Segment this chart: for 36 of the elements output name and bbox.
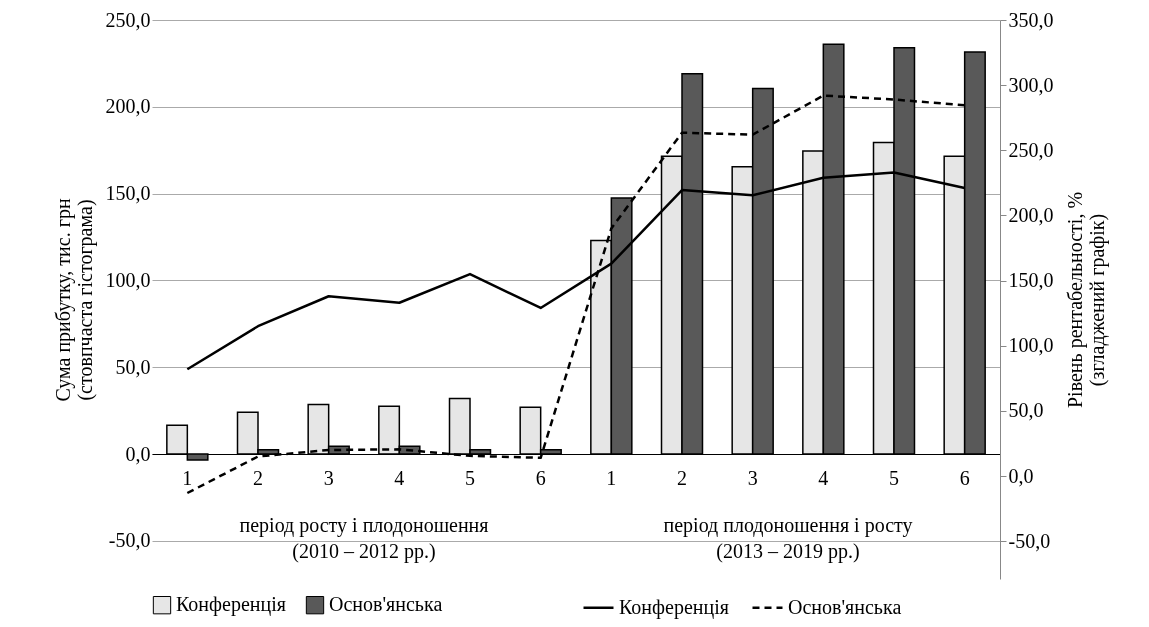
- x-tick-label: 6: [959, 466, 970, 489]
- y-tick-label: 150,0: [105, 182, 151, 205]
- y2-tick-label: 350,0: [1008, 8, 1054, 31]
- annotation: період росту і плодоношення (2010 – 2012 рр.): [239, 514, 489, 564]
- x-tick-label: 1: [182, 466, 193, 489]
- y2-tick-label: 150,0: [1008, 269, 1054, 292]
- legend-label: Основ'янська: [788, 595, 902, 618]
- y-tick-label: 250,0: [105, 8, 151, 31]
- legend-label: Конференція: [619, 595, 729, 619]
- x-tick-label: 5: [889, 466, 899, 489]
- y-axis-title: Сума прибутку, тис. грн (стовпчаста гістограма): [51, 198, 97, 402]
- legend-label: Конференція: [176, 593, 286, 617]
- annotation: період плодоношення і росту (2013 – 2019 рр.): [663, 514, 913, 564]
- y2-axis-title: Рівень рентабельності, % (згладжений графік): [1063, 191, 1109, 409]
- y-tick-label: 100,0: [105, 268, 151, 291]
- y2-tick-label: 100,0: [1008, 334, 1054, 357]
- y2-tick-label: 300,0: [1008, 73, 1054, 96]
- x-tick-label: 3: [323, 466, 334, 489]
- x-tick-label: 6: [535, 466, 546, 489]
- x-tick-label: 2: [253, 466, 263, 489]
- x-tick-label: 1: [606, 466, 617, 489]
- y2-tick-label: 250,0: [1008, 138, 1054, 161]
- x-tick-label: 3: [747, 466, 758, 489]
- legend-label: Основ'янська: [329, 593, 443, 616]
- y2-tick-label: -50,0: [1008, 529, 1051, 552]
- y-tick-label: -50,0: [108, 529, 151, 552]
- x-tick-label: 5: [465, 466, 475, 489]
- y2-tick-label: 200,0: [1008, 203, 1054, 226]
- x-tick-label: 4: [394, 466, 405, 489]
- y-tick-label: 50,0: [115, 355, 151, 378]
- y-tick-label: 0,0: [125, 442, 151, 465]
- y2-tick-label: 0,0: [1008, 464, 1034, 487]
- x-tick-label: 4: [818, 466, 829, 489]
- x-tick-label: 2: [677, 466, 687, 489]
- y2-tick-label: 50,0: [1008, 399, 1044, 422]
- y-tick-label: 200,0: [105, 95, 151, 118]
